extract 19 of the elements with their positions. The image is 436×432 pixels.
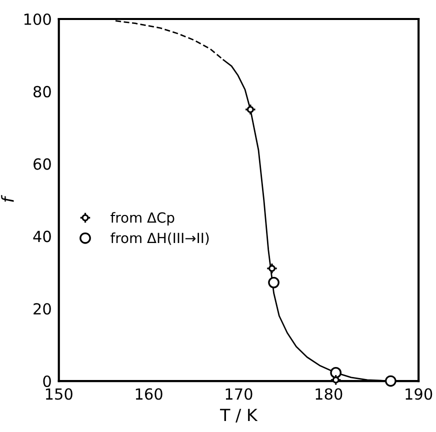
x-tick-label: 150 [46,388,72,400]
y-tick-label: 40 [33,230,51,242]
y-tick-label: 20 [34,303,51,315]
point [268,276,280,288]
point [330,367,342,378]
y-tick-label: 60 [34,158,51,170]
x-tick-label: 170 [226,388,252,400]
point [384,375,396,387]
x-tick-label: 180 [316,388,342,400]
x-axis-title: T / K [220,408,258,423]
y-tick-label: 0 [43,375,51,388]
point [244,104,256,116]
legend-label: from ΔCp [110,212,174,226]
y-axis-title: f [1,194,14,202]
y-tick-label: 80 [34,86,51,98]
legend-label: from ΔH(III→II) [110,232,209,245]
x-tick-label: 160 [136,388,162,400]
y-tick-label: 100 [24,13,51,26]
x-tick-label: 190 [406,388,432,400]
